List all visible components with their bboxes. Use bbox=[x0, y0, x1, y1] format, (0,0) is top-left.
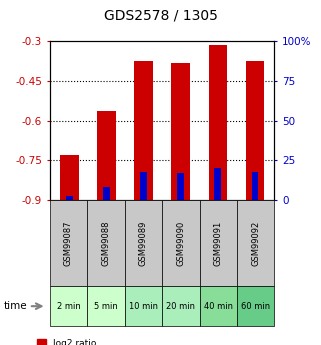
Text: GSM99089: GSM99089 bbox=[139, 220, 148, 266]
Text: 20 min: 20 min bbox=[166, 302, 195, 311]
Bar bbox=[246, 61, 264, 200]
Bar bbox=[103, 187, 110, 200]
Text: GDS2578 / 1305: GDS2578 / 1305 bbox=[104, 9, 217, 23]
Text: 10 min: 10 min bbox=[129, 302, 158, 311]
Bar bbox=[177, 173, 184, 200]
Text: GSM99091: GSM99091 bbox=[214, 220, 223, 266]
Text: 40 min: 40 min bbox=[204, 302, 233, 311]
Bar bbox=[66, 196, 73, 200]
Text: 2 min: 2 min bbox=[56, 302, 80, 311]
Text: GSM99090: GSM99090 bbox=[176, 220, 185, 266]
Bar bbox=[60, 155, 79, 200]
Bar bbox=[214, 168, 221, 200]
Text: GSM99092: GSM99092 bbox=[251, 220, 260, 266]
Bar bbox=[140, 172, 147, 200]
Legend: log2 ratio, percentile rank within the sample: log2 ratio, percentile rank within the s… bbox=[37, 339, 206, 345]
Bar bbox=[171, 62, 190, 200]
Text: GSM99088: GSM99088 bbox=[101, 220, 110, 266]
Bar bbox=[97, 111, 116, 200]
Bar bbox=[134, 61, 153, 200]
Bar bbox=[209, 45, 227, 200]
Text: GSM99087: GSM99087 bbox=[64, 220, 73, 266]
Text: 5 min: 5 min bbox=[94, 302, 118, 311]
Text: 60 min: 60 min bbox=[241, 302, 270, 311]
Bar bbox=[252, 172, 258, 200]
Text: time: time bbox=[3, 301, 27, 311]
